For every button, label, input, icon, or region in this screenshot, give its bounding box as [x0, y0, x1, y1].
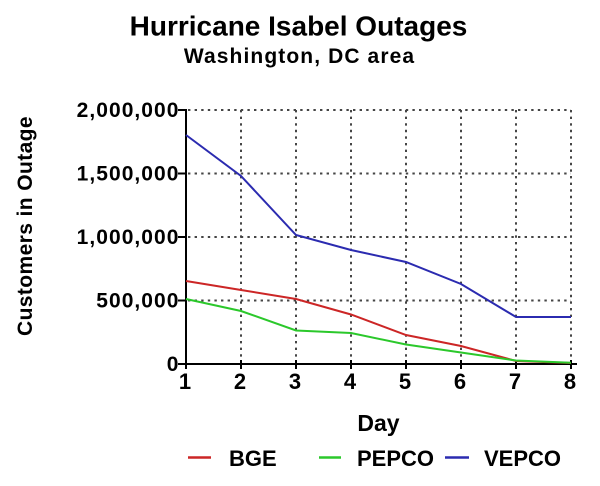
svg-text:7: 7	[509, 369, 521, 394]
svg-text:3: 3	[289, 369, 301, 394]
svg-text:PEPCO: PEPCO	[357, 446, 434, 471]
svg-text:0: 0	[167, 353, 180, 376]
svg-text:1,500,000: 1,500,000	[77, 162, 180, 185]
svg-text:2,000,000: 2,000,000	[77, 99, 180, 122]
svg-text:500,000: 500,000	[96, 289, 179, 312]
svg-text:4: 4	[344, 369, 357, 394]
svg-text:6: 6	[454, 369, 466, 394]
svg-text:VEPCO: VEPCO	[484, 446, 561, 471]
svg-text:2: 2	[234, 369, 246, 394]
svg-text:8: 8	[564, 369, 576, 394]
svg-text:Hurricane Isabel Outages: Hurricane Isabel Outages	[130, 11, 468, 42]
svg-text:1: 1	[179, 369, 191, 394]
svg-text:5: 5	[399, 369, 411, 394]
svg-text:BGE: BGE	[229, 446, 277, 471]
svg-text:1,000,000: 1,000,000	[77, 226, 180, 249]
svg-text:Washington, DC area: Washington, DC area	[184, 45, 415, 68]
svg-text:Day: Day	[357, 410, 399, 436]
svg-text:Customers in Outage: Customers in Outage	[14, 116, 37, 336]
